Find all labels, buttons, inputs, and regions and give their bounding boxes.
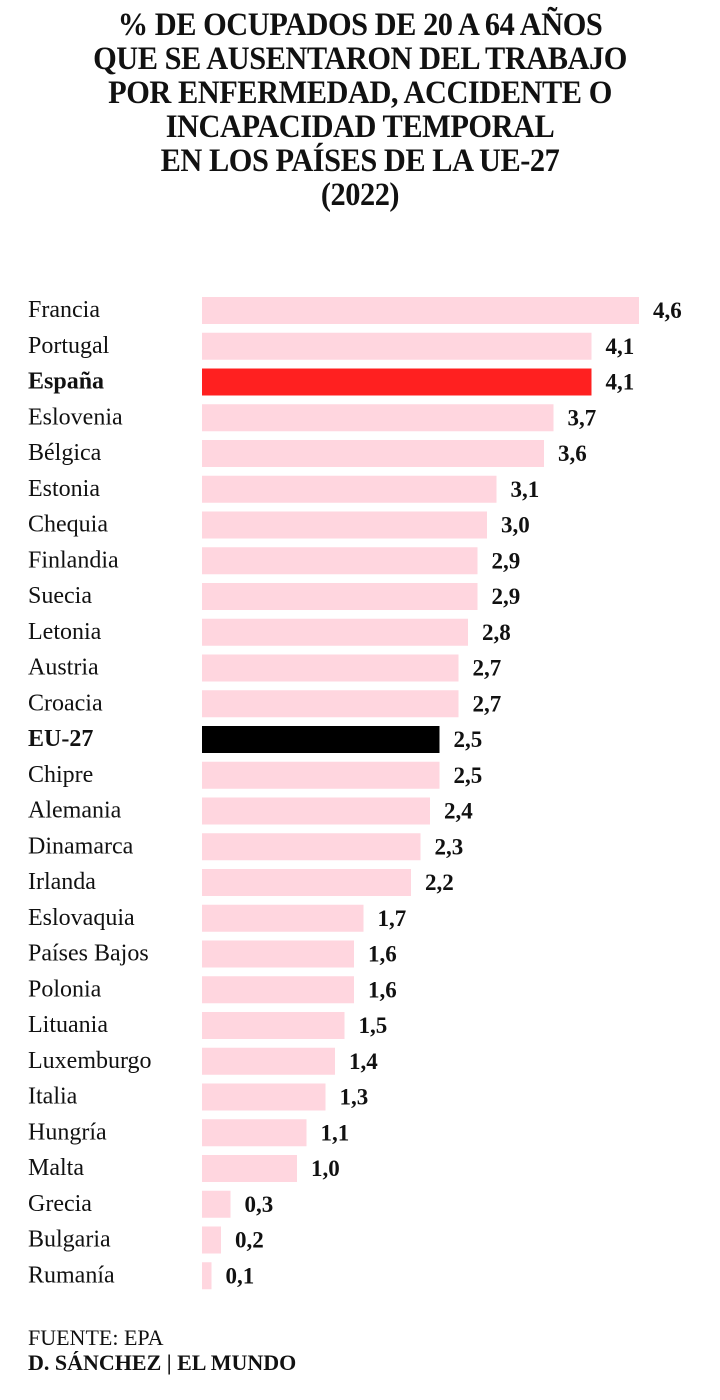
- value-label: 1,6: [368, 942, 397, 967]
- value-label: 4,1: [606, 334, 635, 359]
- category-label: Estonia: [28, 476, 100, 502]
- category-label: Rumanía: [28, 1262, 115, 1288]
- bar-letonia: [202, 618, 468, 646]
- value-label: 2,3: [435, 834, 464, 859]
- value-label: 2,7: [473, 656, 502, 681]
- title-line: % DE OCUPADOS DE 20 A 64 AÑOS: [117, 7, 603, 43]
- value-label: 2,4: [444, 799, 473, 824]
- value-label: 1,1: [321, 1120, 350, 1145]
- category-label: Austria: [28, 655, 99, 681]
- bar-chipre: [202, 761, 440, 789]
- value-label: 0,2: [235, 1228, 264, 1253]
- bar-malta: [202, 1155, 297, 1182]
- category-label: Eslovaquia: [28, 905, 135, 931]
- bar-dinamarca: [202, 833, 421, 861]
- bar-españa: [202, 368, 592, 396]
- bar-luxemburgo: [202, 1047, 335, 1075]
- bar-estonia: [202, 475, 497, 503]
- value-label: 2,9: [492, 584, 521, 609]
- title-line: (2022): [320, 177, 400, 213]
- value-label: 3,0: [501, 513, 530, 538]
- value-label: 1,3: [340, 1085, 369, 1110]
- bar-polonia: [202, 976, 354, 1004]
- value-label: 2,8: [482, 620, 511, 645]
- bar-bulgaria: [202, 1226, 221, 1254]
- value-label: 2,2: [425, 870, 454, 895]
- value-label: 0,1: [226, 1263, 255, 1288]
- value-label: 2,9: [492, 548, 521, 573]
- category-label: Grecia: [28, 1191, 92, 1217]
- category-label: Luxemburgo: [28, 1048, 152, 1074]
- value-label: 3,6: [558, 441, 587, 466]
- bar-lituania: [202, 1012, 345, 1039]
- value-label: 4,6: [653, 298, 682, 323]
- credit-line: D. SÁNCHEZ | EL MUNDO: [28, 1350, 297, 1375]
- value-label: 1,0: [311, 1156, 340, 1181]
- category-label: Hungría: [28, 1119, 107, 1145]
- value-label: 1,4: [349, 1049, 378, 1074]
- bar-francia: [202, 297, 639, 324]
- category-label: EU-27: [28, 726, 93, 752]
- bar-finlandia: [202, 547, 478, 575]
- bar-rumanía: [202, 1262, 212, 1290]
- category-label: Finlandia: [28, 547, 119, 573]
- category-label: Suecia: [28, 583, 92, 609]
- bar-croacia: [202, 690, 459, 718]
- value-label: 2,5: [454, 727, 483, 752]
- value-label: 3,1: [511, 477, 540, 502]
- bar-portugal: [202, 332, 592, 360]
- category-label: Polonia: [28, 976, 102, 1002]
- category-label: Francia: [28, 297, 100, 323]
- category-label: Letonia: [28, 619, 102, 645]
- value-label: 1,7: [378, 906, 407, 931]
- bar-alemania: [202, 797, 430, 825]
- category-label: Alemania: [28, 798, 122, 824]
- bar-eslovenia: [202, 404, 554, 432]
- category-label: Países Bajos: [28, 941, 149, 967]
- bar-italia: [202, 1083, 326, 1111]
- bar-hungría: [202, 1119, 307, 1147]
- title-line: EN LOS PAÍSES DE LA UE-27: [160, 143, 560, 179]
- bar-suecia: [202, 583, 478, 610]
- bar-chequia: [202, 511, 487, 539]
- value-label: 1,6: [368, 977, 397, 1002]
- title-line: POR ENFERMEDAD, ACCIDENTE O: [108, 75, 612, 111]
- bar-bélgica: [202, 440, 544, 467]
- category-label: Croacia: [28, 690, 103, 716]
- category-label: Chequia: [28, 512, 108, 538]
- title-line: INCAPACIDAD TEMPORAL: [165, 109, 555, 145]
- category-label: Eslovenia: [28, 404, 123, 430]
- category-label: Bélgica: [28, 440, 102, 466]
- source-note: FUENTE: EPA: [28, 1325, 164, 1350]
- category-label: Malta: [28, 1155, 84, 1181]
- title-line: QUE SE AUSENTARON DEL TRABAJO: [93, 41, 627, 77]
- value-label: 2,7: [473, 691, 502, 716]
- category-label: Lituania: [28, 1012, 108, 1038]
- category-label: Bulgaria: [28, 1227, 111, 1253]
- value-label: 0,3: [245, 1192, 274, 1217]
- bar-países-bajos: [202, 940, 354, 968]
- bar-grecia: [202, 1190, 231, 1218]
- bar-irlanda: [202, 869, 411, 896]
- category-label: Portugal: [28, 333, 110, 359]
- bar-eu-27: [202, 726, 440, 753]
- value-label: 2,5: [454, 763, 483, 788]
- category-label: Italia: [28, 1084, 78, 1110]
- category-label: Irlanda: [28, 869, 96, 895]
- bar-austria: [202, 654, 459, 682]
- category-label: España: [28, 369, 104, 395]
- value-label: 3,7: [568, 405, 597, 430]
- value-label: 1,5: [359, 1013, 388, 1038]
- category-label: Dinamarca: [28, 833, 134, 859]
- bar-eslovaquia: [202, 904, 364, 932]
- category-label: Chipre: [28, 762, 93, 788]
- value-label: 4,1: [606, 370, 635, 395]
- chart-title: % DE OCUPADOS DE 20 A 64 AÑOS QUE SE AUSE…: [29, 8, 691, 212]
